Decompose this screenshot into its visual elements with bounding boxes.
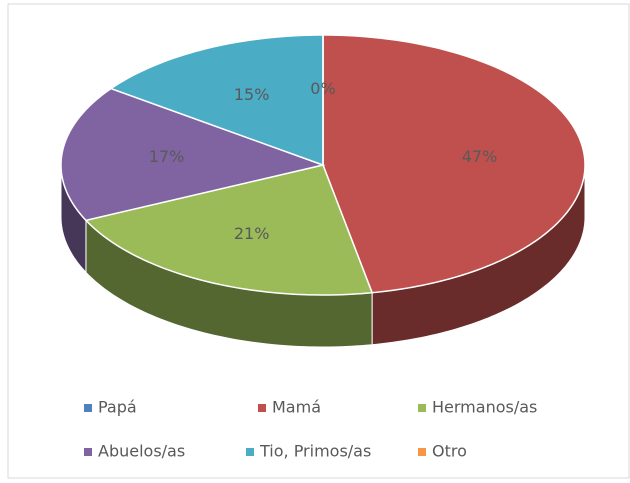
data-label: 0% xyxy=(310,79,335,98)
legend-swatch xyxy=(418,404,426,412)
data-label: 17% xyxy=(149,147,185,166)
legend-swatch xyxy=(84,404,92,412)
legend-label: Papá xyxy=(98,398,137,417)
slice xyxy=(60,87,326,222)
legend-swatch xyxy=(258,404,266,412)
legend-label: Hermanos/as xyxy=(432,398,537,417)
data-label: 21% xyxy=(234,224,270,243)
legend-swatch xyxy=(418,448,426,456)
slice xyxy=(109,34,324,167)
data-label: 15% xyxy=(234,85,270,104)
legend-label: Mamá xyxy=(272,398,321,417)
legend-label: Abuelos/as xyxy=(98,442,185,461)
legend-swatch xyxy=(246,448,254,456)
legend-label: Otro xyxy=(432,442,467,461)
legend-label: Tio, Primos/as xyxy=(259,442,371,461)
legend-swatch xyxy=(84,448,92,456)
slice xyxy=(322,34,586,294)
data-label: 47% xyxy=(462,147,498,166)
slice xyxy=(84,164,374,296)
